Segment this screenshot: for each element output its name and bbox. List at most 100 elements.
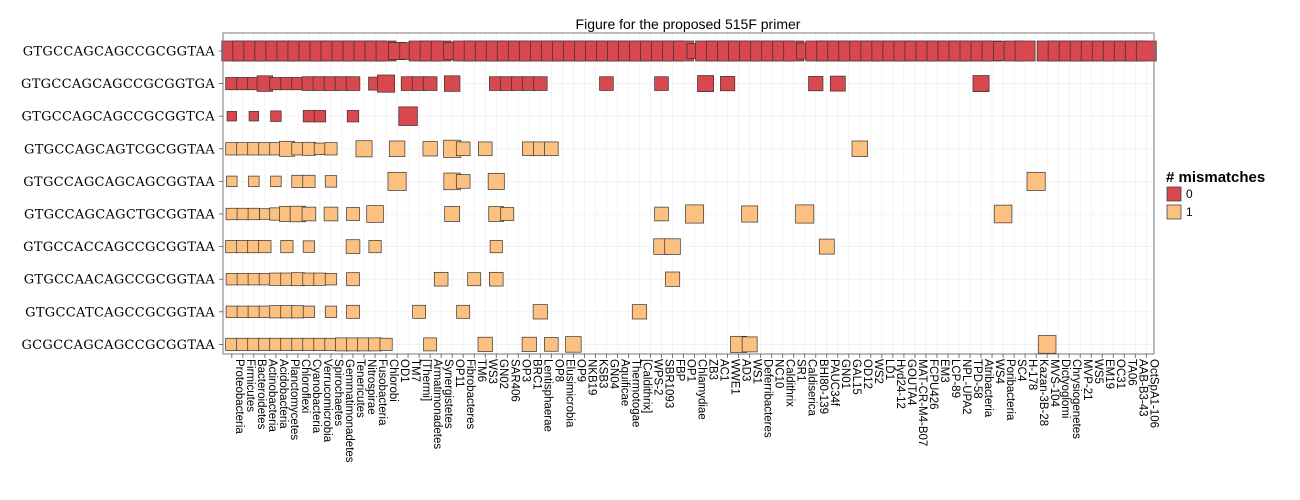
data-point (477, 141, 493, 157)
y-tick-label: GTGCCAACAGCCGCGGTAA (24, 273, 216, 288)
x-tick-label: FCPU426 (927, 359, 939, 410)
data-point (247, 305, 260, 318)
data-point (302, 141, 316, 156)
x-tick-label: WS3 (486, 359, 498, 384)
x-tick-label: BHI80-139 (817, 359, 829, 414)
data-point (345, 239, 361, 254)
data-point (269, 77, 283, 91)
legend-key-0 (1166, 186, 1182, 202)
data-point (258, 273, 271, 286)
data-point (302, 337, 316, 351)
data-point (346, 304, 360, 319)
legend-label-1: 1 (1186, 205, 1193, 219)
x-tick-label: OP9 (574, 359, 586, 382)
data-point (313, 272, 327, 286)
data-point (808, 76, 824, 92)
x-tick-label: Caldiserica (806, 359, 818, 416)
data-point (302, 272, 316, 286)
chart-title: Figure for the proposed 515F primer (576, 16, 801, 32)
x-tick-label: PAUC34f (828, 359, 840, 407)
data-point (259, 208, 271, 220)
data-point (1014, 40, 1036, 62)
x-tick-label: GN02 (497, 359, 509, 389)
data-point (291, 174, 305, 188)
legend: # mismatches 0 1 (1166, 169, 1265, 220)
x-tick-label: Chrysiogenetes (1070, 359, 1082, 439)
data-point (565, 336, 582, 353)
data-point (368, 240, 382, 254)
data-point (323, 206, 339, 222)
data-point (280, 240, 294, 254)
x-tick-label: Synergistetes (442, 359, 454, 429)
x-tick-label: ZB3 (707, 359, 719, 380)
x-tick-label: GN01 (839, 359, 851, 389)
x-tick-label: OD1 (398, 359, 410, 383)
data-point (355, 140, 373, 158)
x-tick-label: Spirochaetes (332, 359, 344, 426)
x-tick-label: Kazan-3B-28 (1037, 359, 1049, 426)
data-point (972, 75, 990, 93)
x-tick-label: SAR406 (508, 359, 520, 402)
x-tick-label: Poribacteria (1004, 359, 1016, 421)
data-point (291, 337, 305, 351)
x-tick-label: OD12 (861, 359, 873, 389)
x-tick-label: Verrucomicrobia (321, 359, 333, 443)
data-point (236, 273, 249, 286)
x-tick-label: MVS-104 (1048, 359, 1060, 408)
x-tick-label: LCP-89 (949, 359, 961, 398)
data-point (1135, 40, 1157, 62)
data-point (455, 174, 471, 189)
data-point (521, 336, 537, 352)
data-point (324, 142, 338, 156)
x-tick-label: SC4 (1015, 359, 1027, 382)
y-tick-label: GTGCCAGCAGCCGCGGTCA (21, 110, 215, 125)
data-point (346, 207, 360, 221)
y-tick-label: GTGCCAGCAGCTGCGGTAA (24, 208, 215, 223)
x-tick-label: GAL15 (850, 359, 862, 395)
x-tick-label: TA06 (1125, 359, 1137, 386)
data-point (248, 111, 259, 122)
x-tick-label: LD1 (883, 359, 895, 380)
data-point (851, 140, 868, 157)
data-point (433, 271, 449, 287)
data-point (345, 76, 361, 91)
x-tick-label: EM19 (1103, 359, 1115, 389)
data-point (500, 207, 515, 221)
data-point (324, 175, 338, 188)
data-point (269, 305, 283, 319)
data-point (258, 337, 272, 351)
data-point (225, 240, 239, 254)
y-axis-labels: GTGCCAGCAGCCGCGGTAA GTGCCAGCAGCCGCGGTGA GT… (21, 45, 223, 353)
data-point (379, 337, 393, 351)
data-point (398, 106, 418, 126)
data-point (829, 75, 846, 92)
x-tick-label: Fusobacteria (376, 359, 388, 426)
y-tick-label: GCGCCAGCAGCCGCGGTAA (21, 338, 215, 353)
data-point (489, 240, 503, 254)
data-point (489, 271, 504, 287)
data-point (366, 205, 384, 223)
data-point (654, 206, 669, 222)
x-tick-label: Nitrospirae (365, 359, 377, 415)
data-marks (221, 40, 1157, 354)
data-point (720, 76, 736, 92)
y-tick-label: GTGCCAGCAGTCGCGGTAA (24, 142, 215, 157)
data-point (346, 110, 360, 123)
data-point (685, 204, 705, 224)
data-point (226, 111, 237, 122)
data-point (225, 337, 239, 351)
data-point (302, 305, 316, 318)
data-point (444, 206, 461, 222)
data-point (544, 337, 559, 352)
x-tick-label: [Thermi] (420, 359, 432, 401)
data-point (631, 304, 648, 320)
data-point (236, 77, 250, 91)
x-tick-label: SBR1093 (663, 359, 675, 408)
x-tick-label: Cyanobacteria (310, 359, 322, 434)
x-tick-label: Chloroflexi (299, 359, 311, 413)
x-tick-label: AAB-B3-43 (1136, 359, 1148, 417)
data-point (247, 207, 260, 221)
data-point (544, 141, 559, 157)
y-tick-label: GTGCCAGCAGCAGCGGTAA (23, 175, 215, 190)
